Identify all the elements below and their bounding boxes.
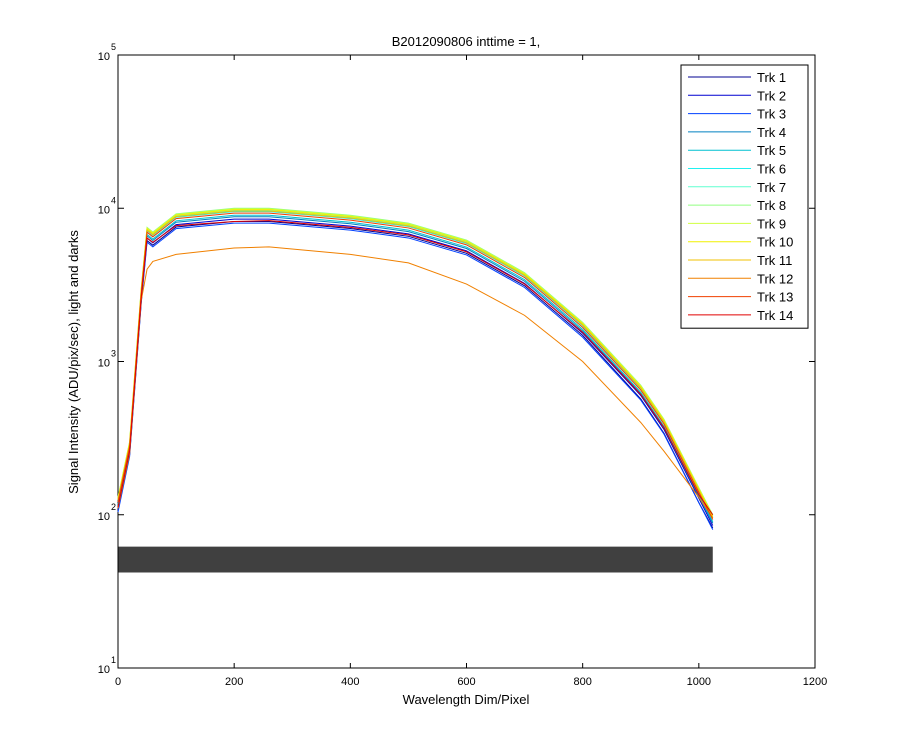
legend-label: Trk 11: [757, 253, 792, 268]
legend-label: Trk 1: [757, 70, 786, 85]
legend-label: Trk 6: [757, 162, 786, 177]
series-line: [117, 220, 714, 516]
y-tick-exponent: 3: [111, 349, 116, 359]
y-tick-exponent: 1: [111, 655, 116, 665]
x-tick-label: 600: [457, 676, 475, 688]
y-tick-label: 10: [98, 511, 110, 523]
legend-label: Trk 3: [757, 107, 786, 122]
x-tick-label: 200: [225, 676, 243, 688]
legend-label: Trk 12: [757, 271, 793, 286]
y-tick-label: 10: [98, 358, 110, 370]
legend-label: Trk 14: [757, 308, 793, 323]
x-tick-label: 0: [115, 676, 121, 688]
legend-label: Trk 7: [757, 180, 786, 195]
series-line: [117, 212, 714, 520]
legend-label: Trk 10: [757, 235, 793, 250]
x-tick-label: 1200: [803, 676, 827, 688]
x-tick-label: 400: [341, 676, 359, 688]
darks-band: [118, 546, 713, 573]
y-tick-exponent: 2: [111, 502, 116, 512]
y-axis-label: Signal Intensity (ADU/pix/sec), light an…: [66, 230, 81, 494]
legend-label: Trk 4: [757, 125, 786, 140]
x-tick-label: 1000: [687, 676, 711, 688]
y-tick-label: 10: [98, 664, 110, 676]
chart-title: B2012090806 inttime = 1,: [392, 34, 541, 49]
legend-label: Trk 5: [757, 143, 786, 158]
y-tick-exponent: 5: [111, 42, 116, 52]
legend-label: Trk 8: [757, 198, 786, 213]
legend-label: Trk 9: [757, 216, 786, 231]
y-tick-label: 10: [98, 51, 110, 63]
series-line: [117, 246, 714, 519]
legend-label: Trk 13: [757, 290, 793, 305]
y-tick-label: 10: [98, 204, 110, 216]
x-axis-label: Wavelength Dim/Pixel: [403, 692, 530, 707]
legend-label: Trk 2: [757, 88, 786, 103]
y-tick-exponent: 4: [111, 195, 116, 205]
x-tick-label: 800: [573, 676, 591, 688]
legend-box: [680, 64, 809, 329]
